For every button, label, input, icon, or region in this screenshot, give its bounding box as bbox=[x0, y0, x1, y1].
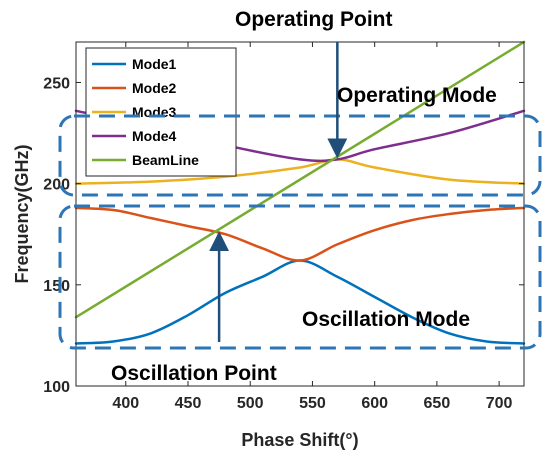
y-axis-label: Frequency(GHz) bbox=[12, 144, 32, 283]
legend-label-mode2: Mode2 bbox=[132, 80, 177, 96]
legend-label-beamline: BeamLine bbox=[132, 152, 199, 168]
series-line-beamline bbox=[74, 40, 526, 319]
annotation-operating-mode: Operating Mode bbox=[337, 84, 497, 107]
y-tick-label: 150 bbox=[43, 278, 70, 295]
legend-items: Mode1 Mode2 Mode3 Mode4 BeamLine bbox=[92, 56, 199, 168]
x-tick-label: 600 bbox=[361, 395, 388, 412]
annotation-operating-point: Operating Point bbox=[235, 8, 393, 31]
x-tick-label: 650 bbox=[424, 395, 451, 412]
x-tick-label: 450 bbox=[175, 395, 202, 412]
legend-label-mode1: Mode1 bbox=[132, 56, 177, 72]
operating-mode-box bbox=[58, 114, 542, 197]
x-tick-label: 400 bbox=[112, 395, 139, 412]
series-line-mode2 bbox=[74, 206, 526, 262]
series-line-mode1 bbox=[74, 259, 526, 345]
annotation-oscillation-point: Oscillation Point bbox=[111, 362, 277, 385]
y-tick-label: 100 bbox=[43, 379, 70, 396]
legend: Mode1 Mode2 Mode3 Mode4 BeamLine bbox=[85, 47, 237, 177]
x-axis-label: Phase Shift(°) bbox=[241, 430, 358, 450]
oscillation-mode-box bbox=[58, 204, 542, 350]
x-tick-label: 550 bbox=[299, 395, 326, 412]
x-tick-label: 700 bbox=[486, 395, 513, 412]
y-tick-label: 250 bbox=[43, 75, 70, 92]
legend-label-mode4: Mode4 bbox=[132, 128, 177, 144]
x-tick-label: 500 bbox=[237, 395, 264, 412]
legend-label-mode3: Mode3 bbox=[132, 104, 177, 120]
plot-area bbox=[75, 41, 525, 387]
annotation-oscillation-mode: Oscillation Mode bbox=[302, 308, 470, 331]
series-line-mode3 bbox=[74, 158, 526, 185]
